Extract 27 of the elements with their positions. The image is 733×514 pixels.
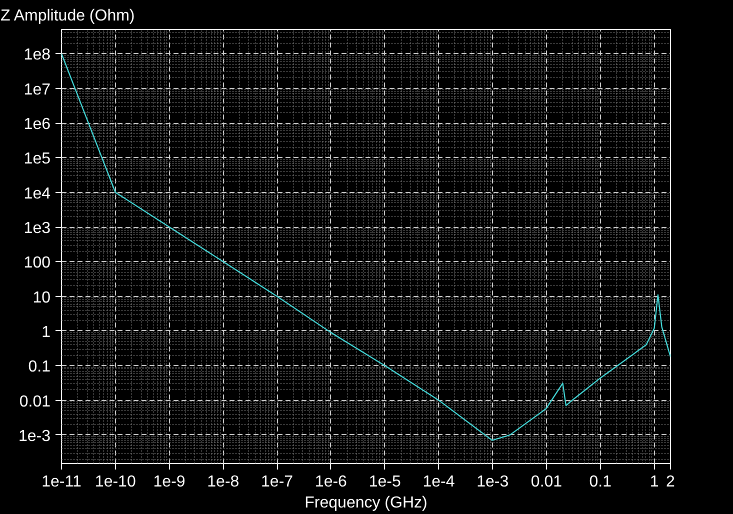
x-tick-label: 1e-3 <box>476 474 509 490</box>
x-tick-label: 0.1 <box>589 474 612 490</box>
x-tick-label: 1 <box>650 474 659 490</box>
x-tick-label: 1e-11 <box>42 474 82 490</box>
chart-title: Z Amplitude (Ohm) <box>0 8 135 24</box>
y-tick-label: 1 <box>42 324 51 341</box>
y-tick-label: 1e6 <box>24 116 51 134</box>
x-tick-label: 1e-7 <box>261 474 294 490</box>
x-axis-title: Frequency (GHz) <box>304 494 428 512</box>
y-tick-label: 1e-3 <box>18 428 51 445</box>
y-tick-label: 100 <box>24 254 51 272</box>
x-tick-label: 1e-10 <box>94 474 136 490</box>
x-tick-label: 1e-4 <box>422 474 455 490</box>
x-tick-label: 1e-8 <box>207 474 240 490</box>
y-tick-label: 1e4 <box>24 185 51 202</box>
y-tick-label: 1e3 <box>24 220 51 238</box>
y-tick-label: 1e8 <box>24 46 51 64</box>
y-tick-label: 1e7 <box>24 81 51 98</box>
y-tick-label: 0.01 <box>19 393 51 410</box>
y-tick-label: 1e5 <box>24 150 51 168</box>
x-tick-label: 1e-5 <box>368 474 401 490</box>
x-tick-label: 1e-9 <box>153 474 186 490</box>
y-tick-label: 0.1 <box>28 358 51 376</box>
x-tick-label: 0.01 <box>530 474 562 490</box>
x-tick-label: 2 <box>666 474 676 490</box>
y-tick-label: 10 <box>32 289 51 306</box>
x-tick-label: 1e-6 <box>314 474 348 490</box>
